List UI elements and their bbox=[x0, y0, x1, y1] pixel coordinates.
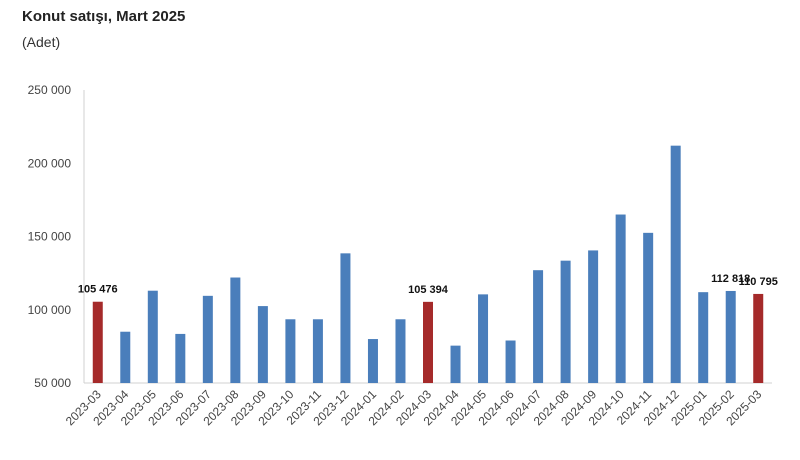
bar bbox=[285, 319, 296, 383]
y-tick-label: 200 000 bbox=[28, 156, 72, 170]
bar bbox=[367, 339, 378, 383]
bar bbox=[753, 293, 764, 383]
bar bbox=[643, 232, 654, 383]
bar bbox=[340, 253, 351, 383]
bar bbox=[395, 319, 406, 383]
y-tick-label: 100 000 bbox=[28, 303, 72, 317]
bar bbox=[478, 294, 489, 383]
bar bbox=[120, 331, 131, 383]
bar bbox=[505, 340, 516, 383]
bar bbox=[670, 145, 681, 383]
bar bbox=[175, 333, 186, 383]
bar bbox=[230, 277, 241, 383]
bar bbox=[423, 301, 433, 383]
bar bbox=[312, 319, 323, 383]
bar bbox=[615, 214, 626, 383]
bar bbox=[92, 301, 103, 383]
bar bbox=[202, 295, 213, 383]
bar bbox=[533, 270, 544, 383]
chart-title: Konut satışı, Mart 2025 bbox=[22, 8, 186, 25]
data-label: 105 476 bbox=[78, 284, 118, 296]
data-label: 112 818 bbox=[711, 273, 750, 285]
bar bbox=[698, 292, 709, 383]
data-label: 110 795 bbox=[739, 276, 778, 288]
bar bbox=[147, 290, 158, 383]
chart-subtitle: (Adet) bbox=[22, 34, 61, 50]
y-tick-label: 50 000 bbox=[34, 376, 71, 390]
data-label: 105 394 bbox=[408, 284, 449, 296]
bar bbox=[560, 260, 571, 383]
bar bbox=[588, 250, 599, 383]
y-tick-label: 250 000 bbox=[28, 83, 72, 97]
bar bbox=[725, 290, 736, 383]
bar bbox=[257, 306, 268, 383]
y-tick-label: 150 000 bbox=[28, 230, 72, 244]
bar bbox=[450, 345, 461, 383]
